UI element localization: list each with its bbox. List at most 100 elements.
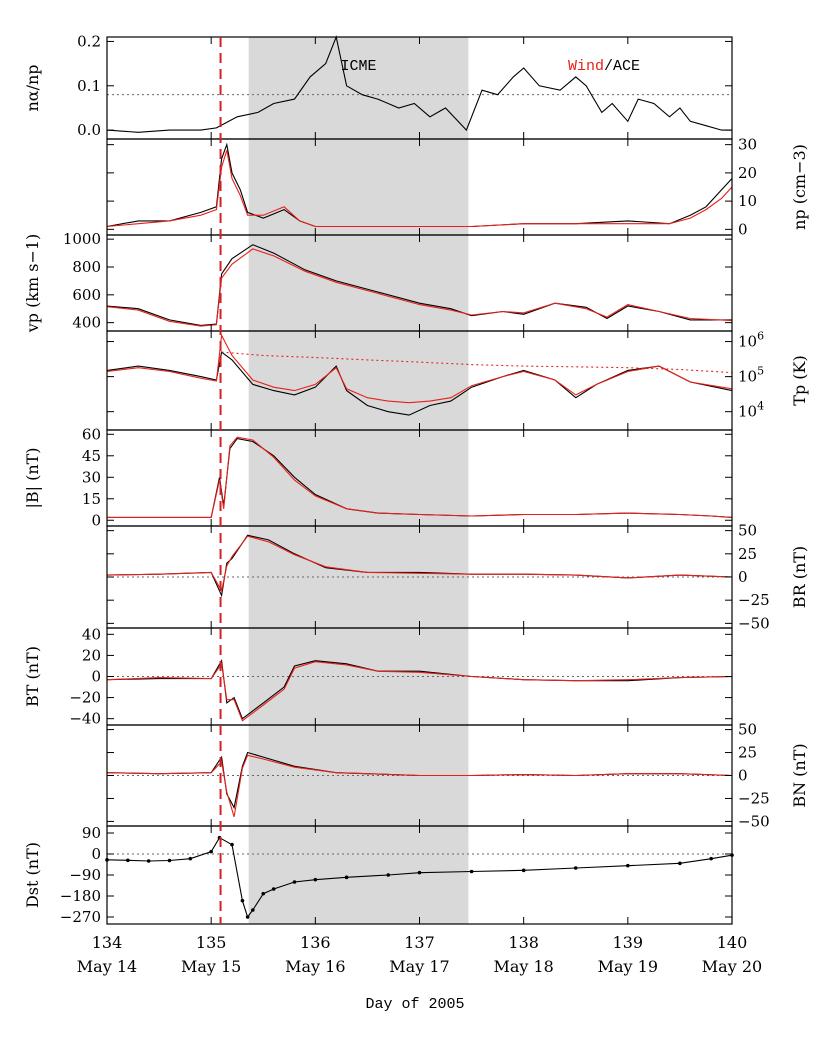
y-tick-label: 0 [738,220,748,238]
series-line-wind-expected [221,351,733,374]
legend-wind: Wind [568,58,604,75]
data-point [251,908,255,912]
data-point [709,856,713,861]
y-axis-label-b_mag: |B| (nT) [23,447,42,508]
y-tick-label: −90 [69,866,101,884]
y-tick-label: 25 [738,545,757,563]
y-tick-label: 15 [82,490,101,508]
y-tick-label: 0.2 [77,32,101,50]
panel-np: 0 10 20 30 np (cm−3) [106,136,809,238]
series-line-wind [106,333,733,404]
y-tick-label: 105 [738,365,764,386]
y-tick-label: 50 [738,721,757,739]
x-date-label: May 15 [181,957,241,976]
data-point [230,842,234,847]
series-line-ace [106,351,733,416]
y-tick-label: 0.0 [77,121,101,139]
x-axis-labels: 134 May 14 135 May 15 136 May 16 137 May 17 138 M… [77,933,762,1013]
x-date-label: May 20 [702,957,762,976]
data-point [417,870,422,875]
legend: Wind/ACE [568,58,640,75]
x-axis-title: Day of 2005 [365,996,464,1013]
y-axis-label-vp: vp (km s−1) [23,234,42,334]
y-tick-label: 1000 [63,230,101,248]
y-tick-label: 800 [72,258,101,276]
y-tick-label: 20 [738,164,757,182]
series-line-wind [106,661,733,722]
y-tick-label: 30 [82,468,101,486]
svg-text:Wind/ACE: Wind/ACE [568,58,640,75]
x-date-label: May 14 [77,957,137,976]
data-point [167,858,172,863]
y-tick-label: −180 [60,887,101,905]
panel-na_np: 0.0 0.1 0.2 nα/np [23,32,733,140]
y-tick-label: 0 [91,511,101,529]
x-tick-label: 134 [92,933,123,952]
panels-layer: ICME 0.0 0.1 0.2 nα/np 0 10 20 30 np (cm−3) 400 600… [23,32,809,926]
x-date-label: May 17 [389,957,449,976]
data-point [146,859,151,863]
panel-b_mag: 0 15 30 45 60 |B| (nT) [23,425,733,529]
y-tick-label: 45 [82,447,101,465]
y-tick-label: −25 [738,789,770,807]
data-point [188,856,193,861]
data-point [209,849,213,854]
series-line-wind [106,754,733,817]
y-axis-label-na_np: nα/np [23,64,42,111]
y-tick-label: 10 [738,192,757,210]
data-point [126,858,130,863]
data-point [271,887,276,891]
y-tick-label: 0.1 [77,77,101,95]
y-axis-label-br: BR (nT) [790,546,809,608]
x-tick-label: 135 [196,933,227,952]
y-axis-label-np: np (cm−3) [790,144,809,230]
y-axis-label-dst: Dst (nT) [23,842,42,908]
y-tick-label: 20 [82,646,101,664]
data-point [386,873,391,877]
data-point [313,877,318,882]
y-tick-label: −270 [60,908,101,926]
x-tick-label: 137 [404,933,435,952]
y-axis-label-tp: Tp (K) [790,355,809,405]
data-point [344,875,349,880]
y-tick-label: 400 [72,314,101,332]
data-point [521,868,526,873]
series-line-wind [106,150,733,228]
y-tick-label: 0 [738,568,748,586]
x-date-label: May 16 [285,957,345,976]
y-tick-label: −50 [738,812,770,830]
x-tick-labels: 134 May 14 135 May 15 136 May 16 137 May 17 138 M… [77,933,762,976]
icme-shaded-region [248,37,469,924]
data-point [240,898,245,903]
data-point [261,891,266,896]
y-tick-label: 104 [738,400,764,421]
icme-label: ICME [341,58,377,75]
y-tick-label: 0 [91,845,101,863]
y-tick-label: −40 [69,710,101,728]
y-tick-label: 90 [82,824,101,842]
panel-bt: −40 −20 0 20 40 BT (nT) [23,625,733,728]
legend-separator: / [604,58,613,75]
series-line-ace [106,35,732,133]
x-tick-label: 136 [300,933,331,952]
y-tick-label: −25 [738,591,770,609]
y-tick-label: 0 [738,767,748,785]
series-line-ace [106,244,732,326]
y-tick-label: 600 [72,286,101,304]
y-axis-label-bt: BT (nT) [23,646,42,707]
series-line-wind [106,248,733,327]
x-date-label: May 18 [493,957,553,976]
x-tick-label: 139 [613,933,644,952]
y-tick-label: 25 [738,744,757,762]
y-tick-label: 50 [738,522,757,540]
y-tick-label: −20 [69,689,101,707]
y-tick-label: 30 [738,136,757,154]
data-point [626,863,630,868]
data-point [573,866,578,870]
y-tick-label: 106 [738,330,764,351]
data-point [245,915,250,919]
data-point [678,861,682,866]
x-date-label: May 19 [598,957,658,976]
data-point [292,880,297,884]
